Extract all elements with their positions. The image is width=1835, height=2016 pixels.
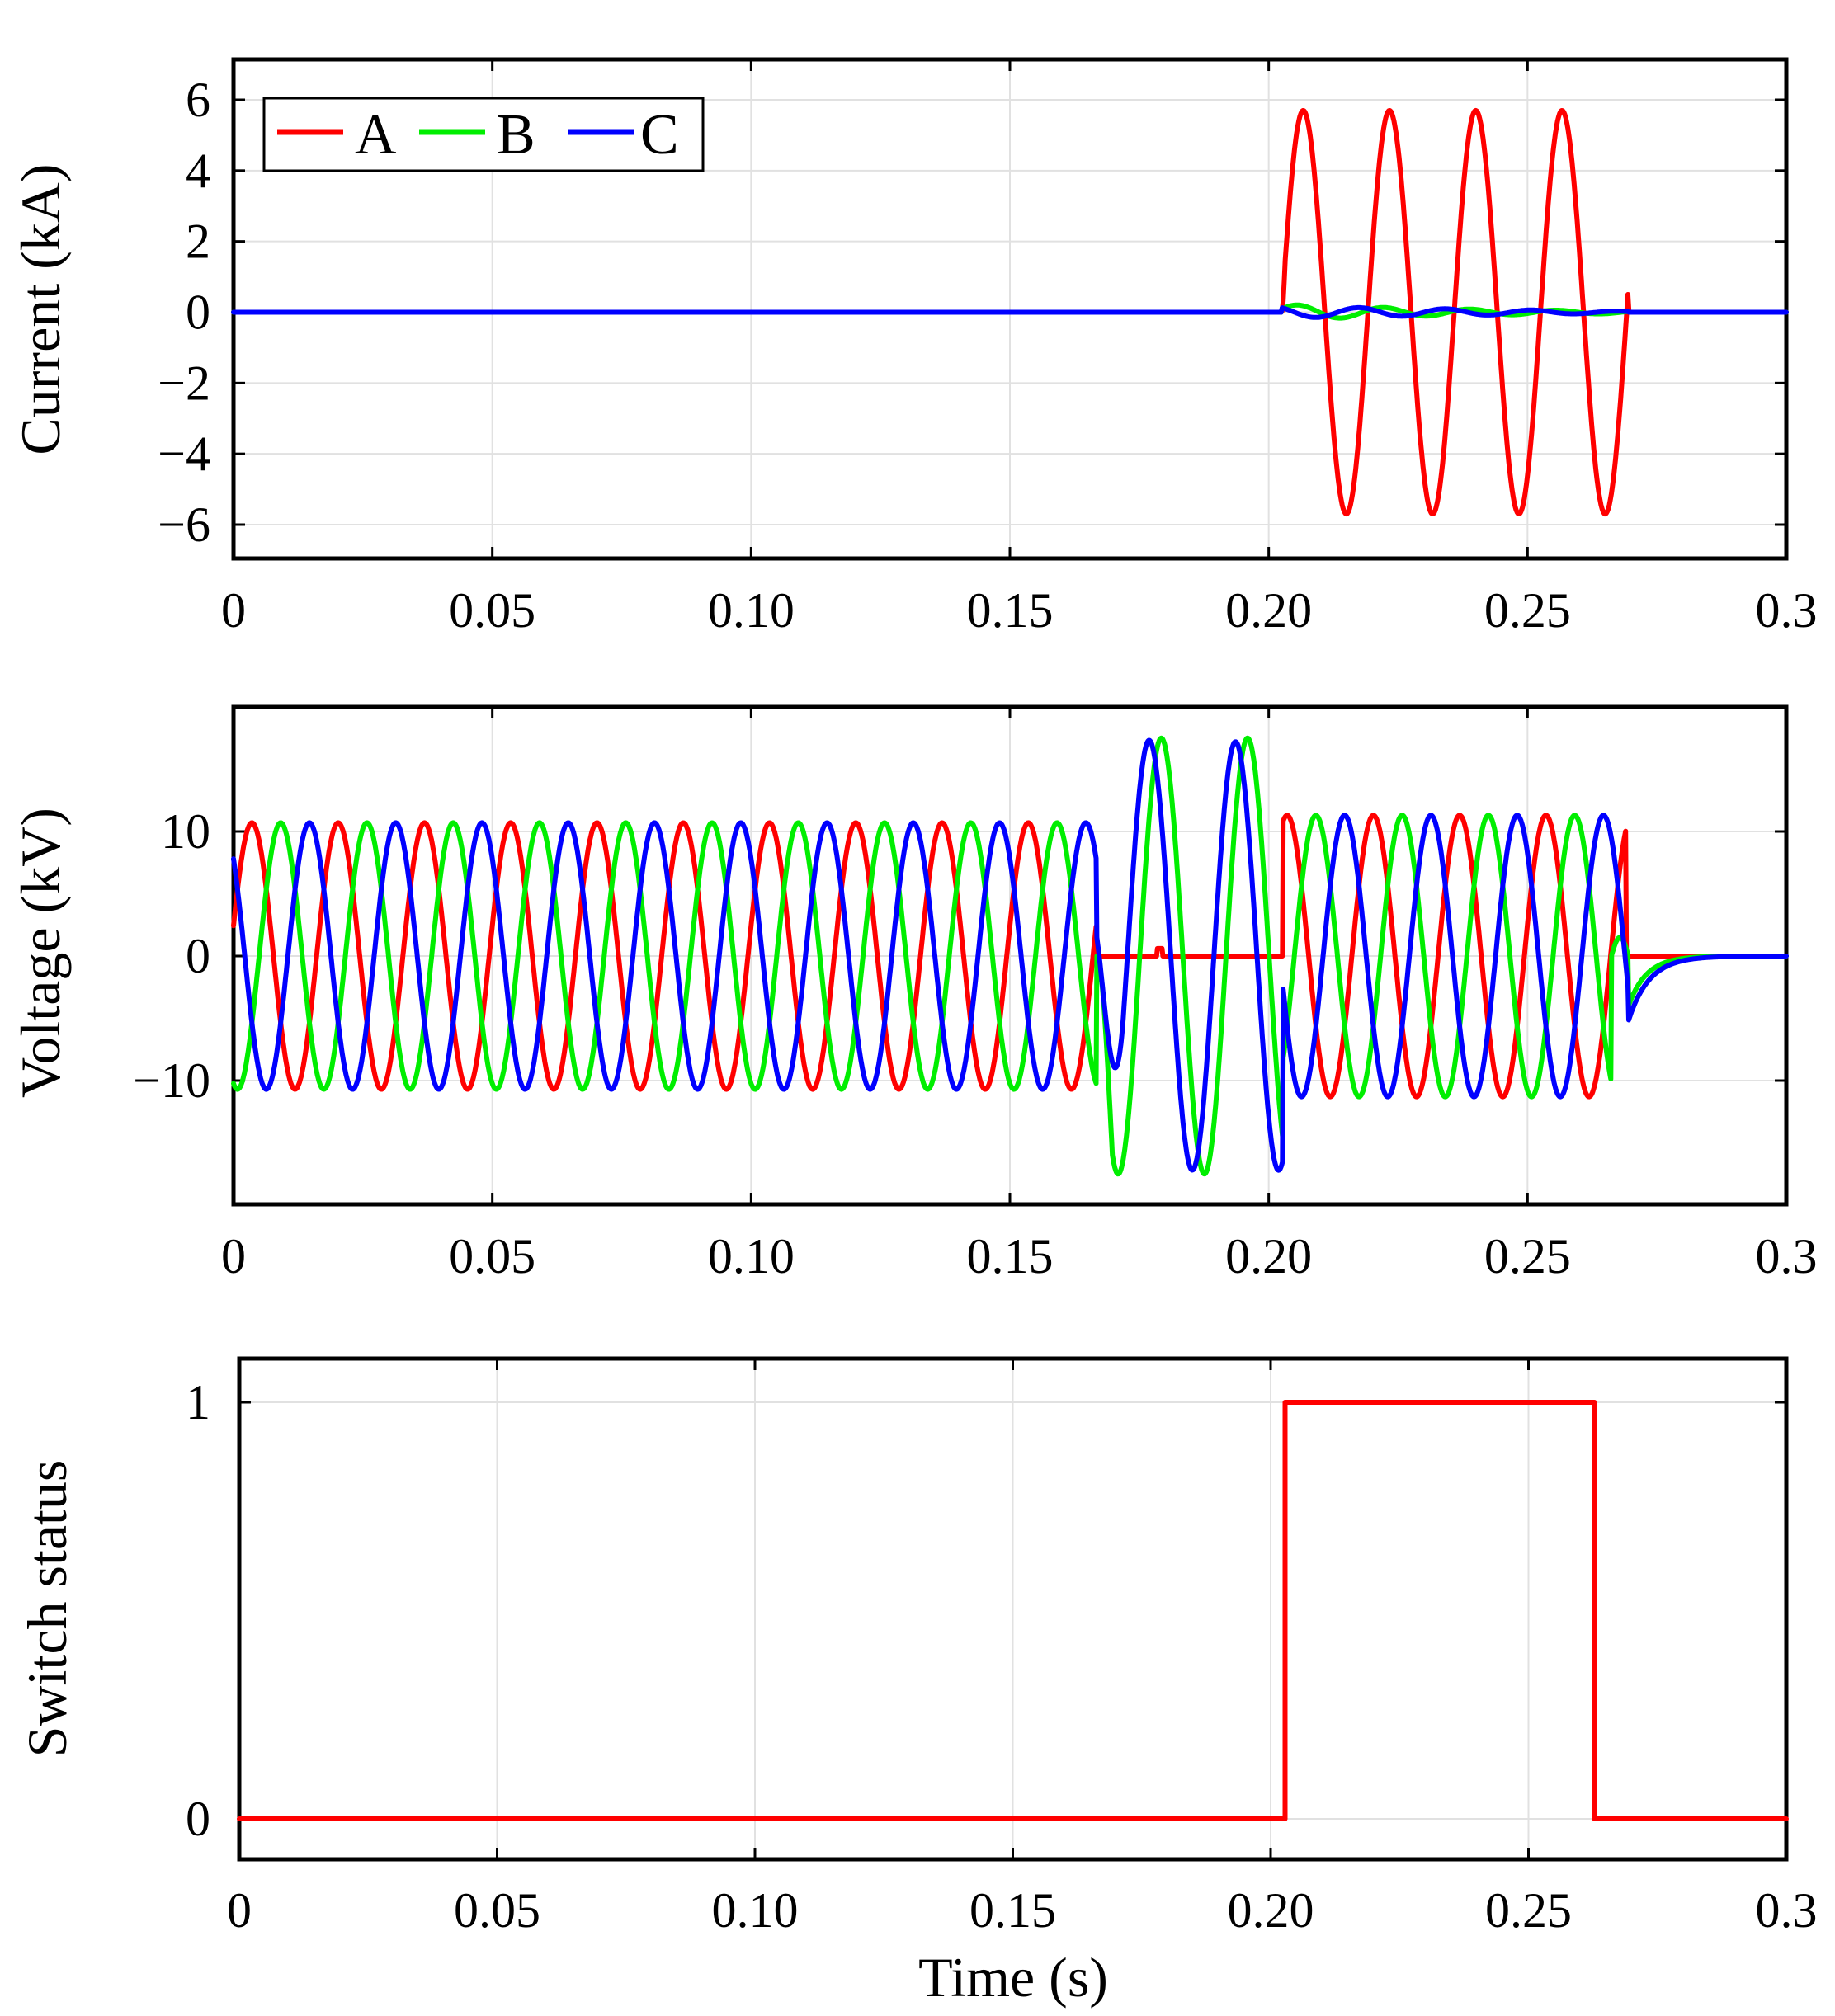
- current-panel: 6 4 2 0 −2 −4 −6 0 0.05 0.10 0.15 0.20 0.25 0.3 Curr…: [9, 57, 1818, 638]
- current-x-tick-labels: 0 0.05 0.10 0.15 0.20 0.25 0.3: [221, 583, 1818, 638]
- time-x-axis-label: Time (s): [918, 1946, 1108, 2009]
- voltage-traces: [231, 735, 1789, 1177]
- y-tick-label: 4: [186, 144, 210, 198]
- switch-y-axis-label: Switch status: [16, 1460, 78, 1758]
- switch-status-trace: [237, 1400, 1789, 1821]
- legend: A B C: [262, 97, 705, 172]
- x-tick-label: 0.05: [454, 1883, 540, 1938]
- x-tick-label: 0.10: [712, 1883, 799, 1938]
- current-y-tick-labels: 6 4 2 0 −2 −4 −6: [158, 73, 210, 552]
- x-tick-label: 0.10: [708, 583, 795, 638]
- y-tick-label: 2: [186, 214, 210, 269]
- y-tick-label: 1: [186, 1375, 210, 1430]
- y-tick-label: 6: [186, 73, 210, 127]
- switch-traces: [237, 1400, 1789, 1821]
- x-tick-label: 0.15: [967, 1229, 1054, 1284]
- y-tick-label: 0: [186, 285, 210, 340]
- x-tick-label: 0.20: [1225, 583, 1312, 638]
- x-tick-label: 0.25: [1484, 1229, 1571, 1284]
- y-tick-label: 0: [186, 929, 210, 983]
- voltage-x-tick-labels: 0 0.05 0.10 0.15 0.20 0.25 0.3: [221, 1229, 1818, 1284]
- current-trace-c: [231, 304, 1789, 320]
- x-tick-label: 0: [221, 1229, 246, 1284]
- x-tick-label: 0.25: [1485, 1883, 1572, 1938]
- x-tick-label: 0.3: [1756, 1883, 1818, 1938]
- voltage-trace-b: [231, 735, 1789, 1177]
- x-tick-label: 0.3: [1756, 1229, 1818, 1284]
- y-tick-label: 0: [186, 1792, 210, 1846]
- switch-x-tick-labels: 0 0.05 0.10 0.15 0.20 0.25 0.3: [227, 1883, 1818, 1938]
- x-tick-label: 0.10: [708, 1229, 795, 1284]
- current-y-axis-label: Current (kA): [9, 163, 72, 455]
- switch-y-tick-labels: 10: [186, 1375, 210, 1846]
- voltage-ticks: [232, 707, 1788, 1204]
- legend-label-c: C: [640, 103, 679, 167]
- y-tick-label: −6: [158, 497, 210, 552]
- x-tick-label: 0: [221, 583, 246, 638]
- voltage-y-axis-label: Voltage (kV): [9, 808, 72, 1098]
- legend-label-a: A: [355, 103, 397, 167]
- x-tick-label: 0.15: [969, 1883, 1056, 1938]
- voltage-panel: 10 0 −10 0 0.05 0.10 0.15 0.20 0.25 0.3 Voltage …: [9, 704, 1818, 1284]
- current-ticks: [232, 59, 1788, 558]
- switch-panel: 10 0 0.05 0.10 0.15 0.20 0.25 0.3 Switch statu…: [16, 1356, 1818, 2009]
- legend-label-b: B: [497, 103, 535, 167]
- voltage-trace-c: [231, 737, 1789, 1173]
- x-tick-label: 0.20: [1225, 1229, 1312, 1284]
- x-tick-label: 0.20: [1228, 1883, 1314, 1938]
- x-tick-label: 0.25: [1484, 583, 1571, 638]
- x-tick-label: 0.05: [449, 1229, 535, 1284]
- y-tick-label: −10: [133, 1053, 210, 1108]
- x-tick-label: 0.3: [1756, 583, 1818, 638]
- y-tick-label: −4: [158, 426, 210, 481]
- y-tick-label: 10: [161, 804, 210, 859]
- current-traces: [231, 107, 1789, 517]
- x-tick-label: 0.05: [449, 583, 535, 638]
- x-tick-label: 0.15: [967, 583, 1054, 638]
- voltage-trace-a: [231, 813, 1789, 1100]
- y-tick-label: −2: [158, 356, 210, 410]
- switch-grid: [239, 1359, 1786, 1859]
- x-tick-label: 0: [227, 1883, 252, 1938]
- voltage-y-tick-labels: 10 0 −10: [133, 804, 210, 1108]
